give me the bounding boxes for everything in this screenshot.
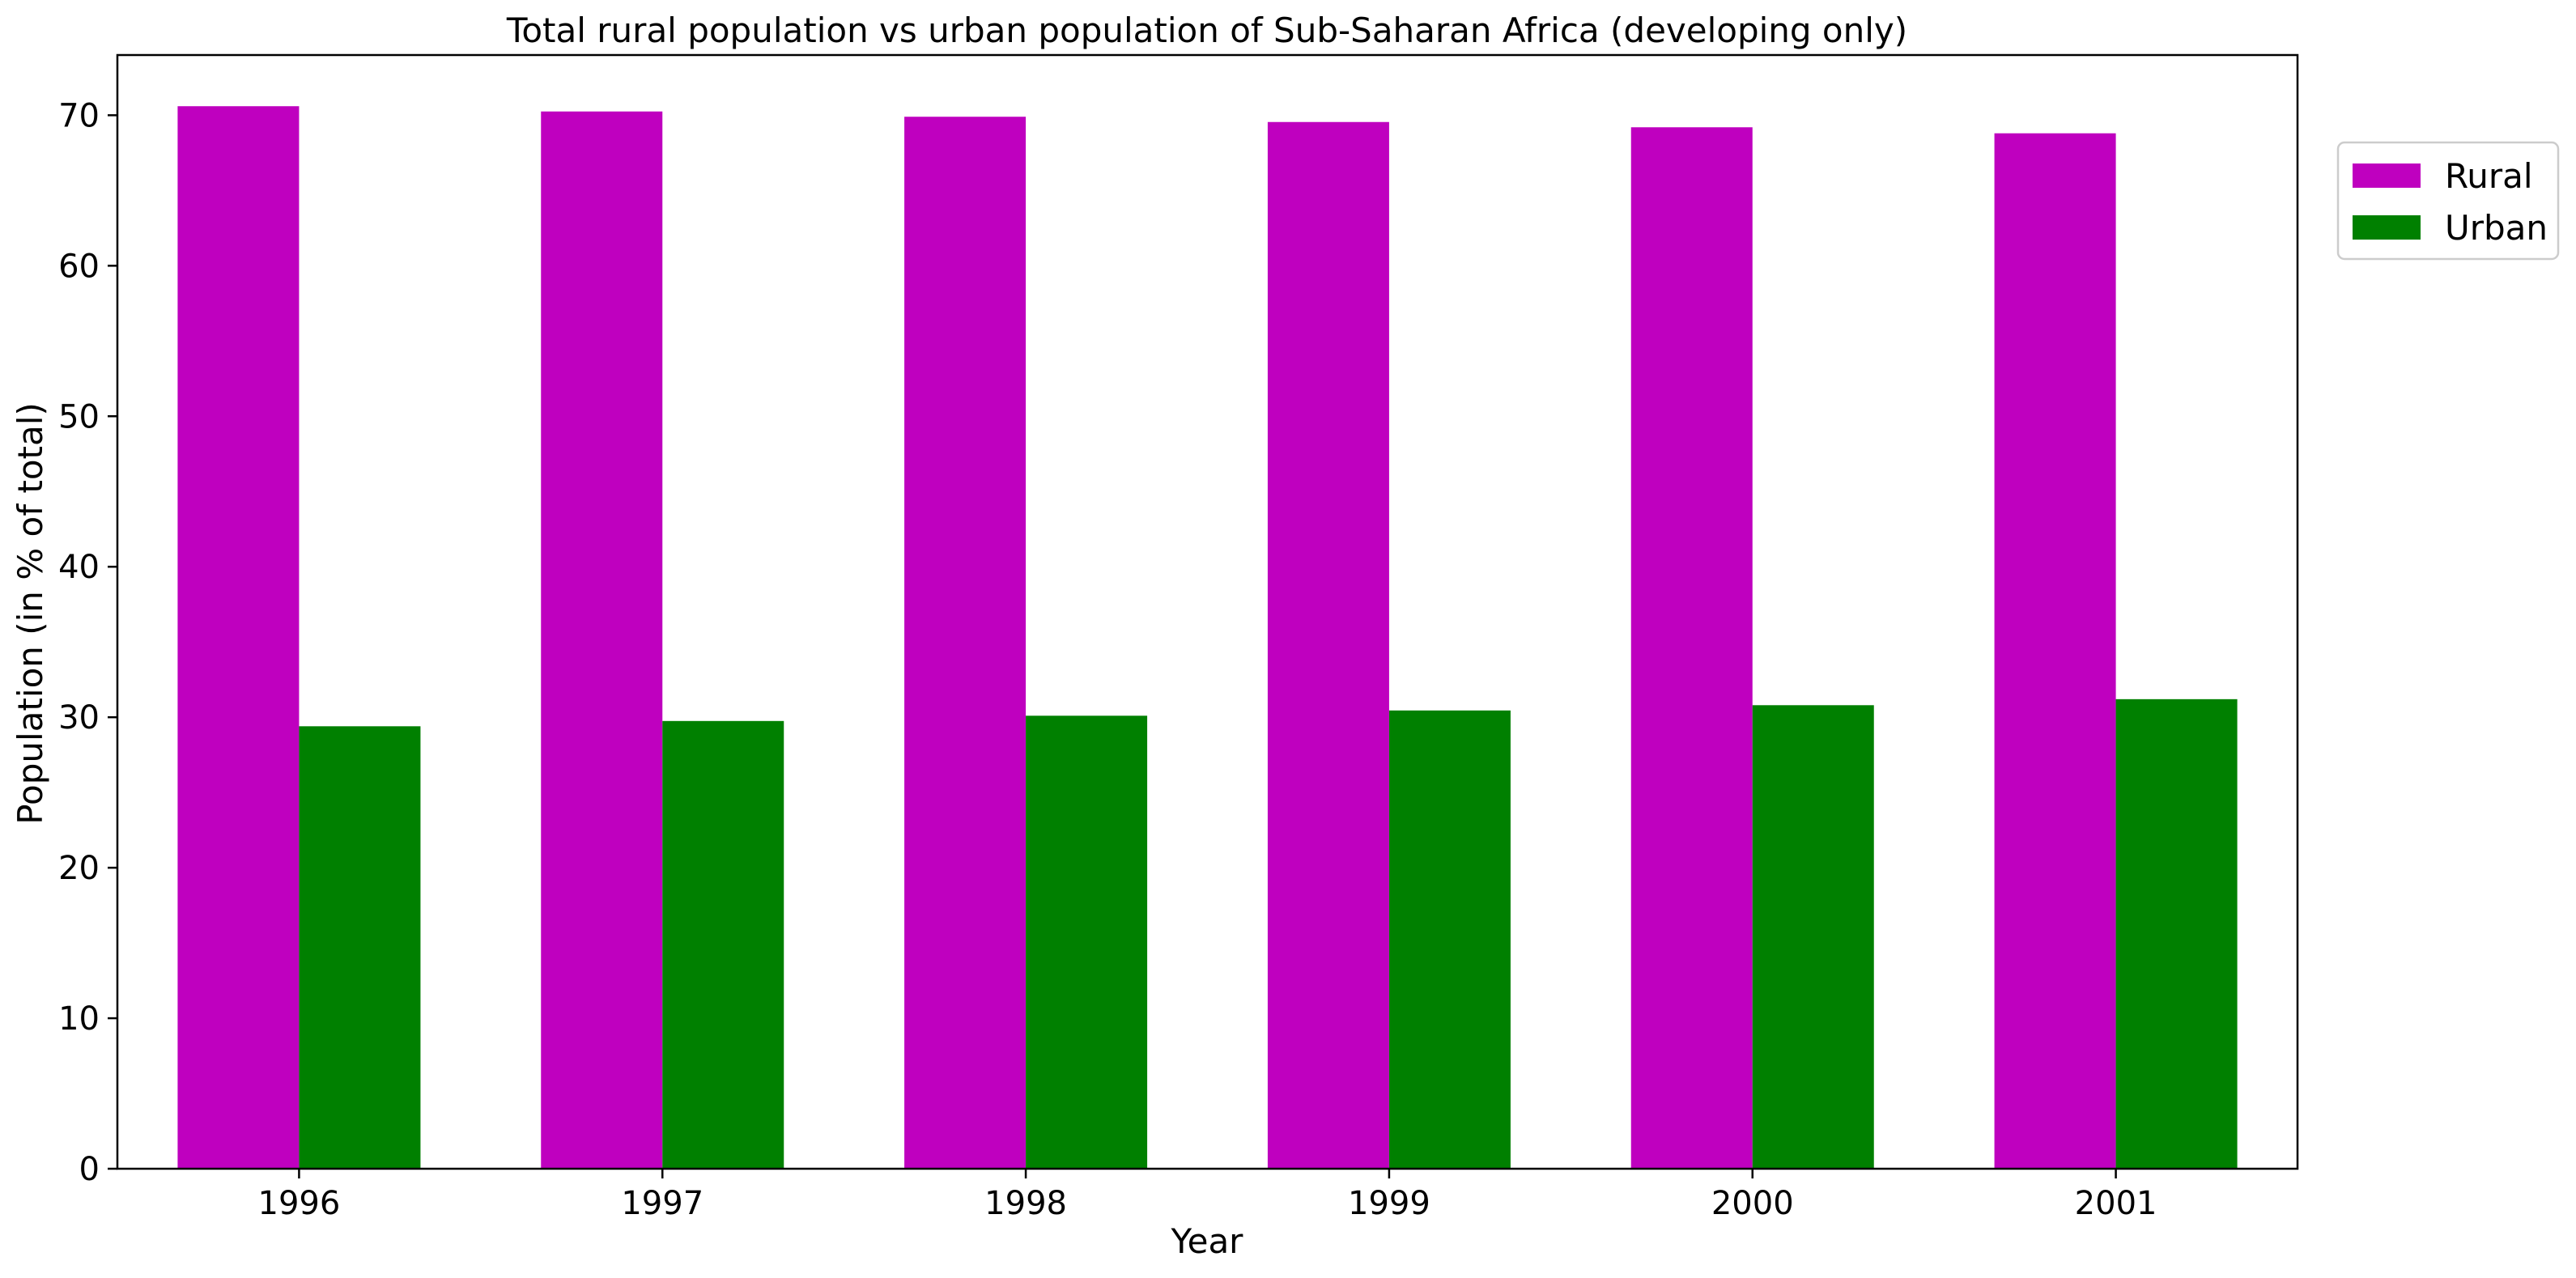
legend-swatch-rural <box>2353 163 2421 188</box>
bar-urban-1997 <box>662 720 784 1169</box>
bar-rural-1998 <box>904 117 1027 1170</box>
bar-urban-1996 <box>299 726 421 1169</box>
x-tick-label: 1997 <box>621 1185 704 1222</box>
x-tick-label: 1996 <box>258 1185 341 1222</box>
bar-urban-1998 <box>1026 715 1148 1169</box>
y-tick-label: 30 <box>58 699 100 737</box>
bar-rural-2001 <box>1994 133 2116 1169</box>
bar-urban-2000 <box>1752 705 1874 1169</box>
chart-title: Total rural population vs urban populati… <box>506 11 1907 50</box>
x-tick-label: 1999 <box>1348 1185 1430 1222</box>
x-tick-label: 2001 <box>2075 1185 2157 1222</box>
y-tick-label: 50 <box>58 398 100 435</box>
bar-rural-1997 <box>541 111 663 1169</box>
plot-frame <box>116 53 2299 1170</box>
bar-rural-2000 <box>1630 127 1753 1170</box>
y-tick-label: 0 <box>79 1151 100 1188</box>
legend-swatch-urban <box>2353 215 2421 240</box>
legend-label-urban: Urban <box>2445 208 2548 248</box>
plot-area: 1996 1997 1998 1999 2000 2001 0 10 20 30 40 50 60 70 <box>58 53 2299 1222</box>
y-tick-label: 10 <box>58 1000 100 1038</box>
legend-label-rural: Rural <box>2445 156 2533 196</box>
x-tick-label: 1998 <box>984 1185 1067 1222</box>
legend: Rural Urban <box>2336 141 2560 261</box>
y-tick-label: 40 <box>58 549 100 586</box>
y-tick-label: 20 <box>58 850 100 887</box>
bar-rural-1999 <box>1267 121 1389 1169</box>
y-axis-label: Population (in % of total) <box>11 402 50 825</box>
y-tick-label: 70 <box>58 97 100 134</box>
bar-urban-1999 <box>1388 710 1511 1169</box>
bar-urban-2001 <box>2115 698 2238 1169</box>
bar-rural-1996 <box>177 106 300 1169</box>
y-tick-label: 60 <box>58 248 100 285</box>
x-tick-label: 2000 <box>1711 1185 1794 1222</box>
x-axis-label: Year <box>1171 1221 1244 1261</box>
